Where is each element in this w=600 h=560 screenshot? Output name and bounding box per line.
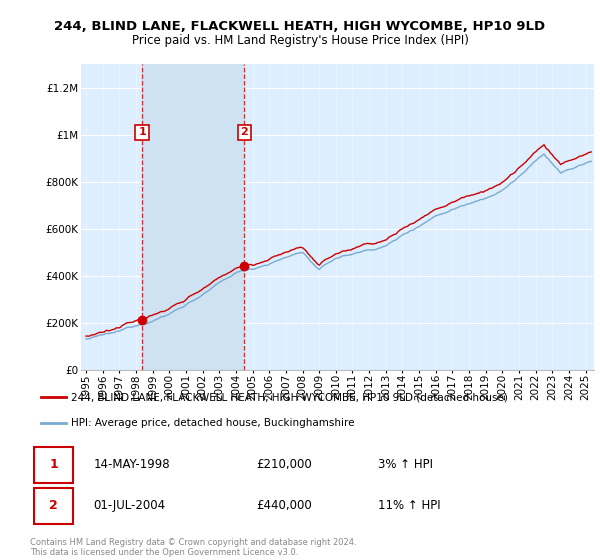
Text: Price paid vs. HM Land Registry's House Price Index (HPI): Price paid vs. HM Land Registry's House … [131,34,469,46]
FancyBboxPatch shape [34,488,73,524]
Text: £210,000: £210,000 [256,459,312,472]
Text: £440,000: £440,000 [256,500,312,512]
Text: 1: 1 [49,459,58,472]
Text: 2: 2 [49,500,58,512]
Text: 244, BLIND LANE, FLACKWELL HEATH, HIGH WYCOMBE, HP10 9LD (detached house): 244, BLIND LANE, FLACKWELL HEATH, HIGH W… [71,392,508,402]
Text: 11% ↑ HPI: 11% ↑ HPI [378,500,440,512]
Text: 1: 1 [138,128,146,138]
Bar [142,64,244,370]
FancyBboxPatch shape [34,447,73,483]
Text: HPI: Average price, detached house, Buckinghamshire: HPI: Average price, detached house, Buck… [71,418,355,428]
Text: 3% ↑ HPI: 3% ↑ HPI [378,459,433,472]
Text: Contains HM Land Registry data © Crown copyright and database right 2024.
This d: Contains HM Land Registry data © Crown c… [30,538,356,557]
Text: 01-JUL-2004: 01-JUL-2004 [94,500,166,512]
Text: 244, BLIND LANE, FLACKWELL HEATH, HIGH WYCOMBE, HP10 9LD: 244, BLIND LANE, FLACKWELL HEATH, HIGH W… [55,20,545,32]
Text: 14-MAY-1998: 14-MAY-1998 [94,459,170,472]
Text: 2: 2 [241,128,248,138]
